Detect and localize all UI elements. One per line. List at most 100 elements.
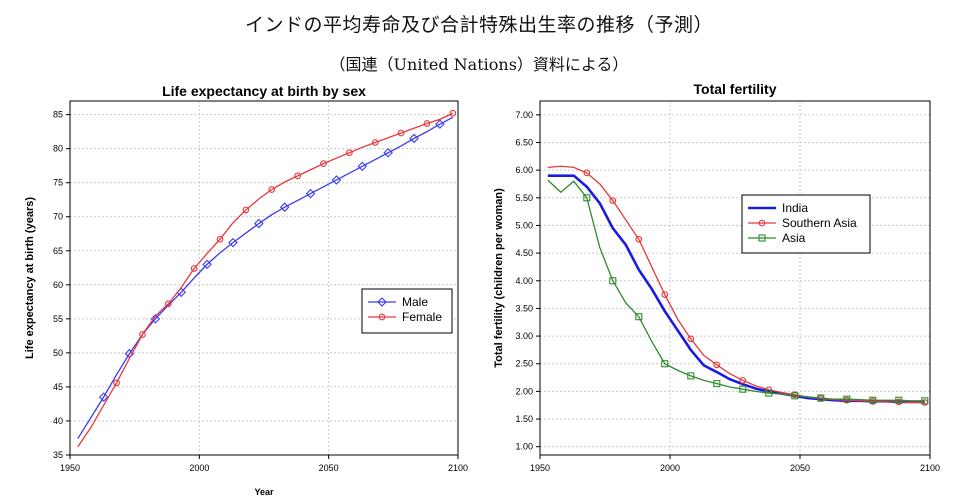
data-point-female: [371, 139, 379, 146]
legend-marker-southern-asia: [758, 219, 766, 227]
legend-label-male: Male: [402, 295, 428, 309]
y-tick-label: 50: [53, 348, 63, 358]
data-point-asia: [635, 313, 643, 321]
y-tick-label: 5.50: [515, 193, 533, 203]
data-point-male: [435, 119, 445, 129]
x-tick-label: 2050: [319, 463, 339, 473]
data-point-male: [254, 218, 264, 229]
y-tick-label: 85: [53, 110, 63, 120]
data-point-female: [190, 265, 198, 272]
data-point-female: [346, 149, 353, 157]
data-point-asia: [869, 396, 877, 404]
data-point-southern-asia: [583, 169, 591, 177]
legend-box: [741, 194, 871, 254]
data-point-asia: [583, 194, 591, 202]
series-line-southern-asia: [547, 165, 925, 404]
legend-label-asia: Asia: [782, 231, 806, 245]
series-female: [77, 109, 457, 448]
data-point-southern-asia: [739, 376, 747, 384]
legend-box: [361, 288, 453, 334]
y-tick-label: 1.50: [515, 414, 533, 424]
y-tick-label: 4.50: [515, 248, 533, 258]
y-tick-label: 5.00: [515, 220, 533, 230]
series-asia: [547, 179, 929, 405]
data-point-asia: [921, 397, 929, 405]
series-line-female: [77, 112, 454, 448]
legend-label-southern-asia: Southern Asia: [782, 216, 857, 230]
data-point-asia: [609, 277, 617, 285]
legend-marker-male: [377, 297, 387, 307]
chart-title: Total fertility: [694, 81, 777, 97]
page-title: インドの平均寿命及び合計特殊出生率の推移（予測）: [244, 14, 713, 36]
legend-label-india: India: [782, 201, 808, 215]
data-point-female: [423, 120, 431, 127]
y-tick-label: 55: [53, 314, 63, 324]
data-point-male: [228, 237, 238, 248]
y-tick-label: 6.50: [515, 137, 533, 147]
data-point-southern-asia: [635, 235, 643, 243]
series-male: [77, 116, 454, 440]
data-point-southern-asia: [661, 291, 669, 298]
data-point-male: [305, 188, 316, 199]
chart-title: Life expectancy at birth by sex: [162, 83, 366, 99]
data-point-male: [279, 202, 290, 212]
data-point-asia: [843, 395, 851, 403]
y-tick-label: 80: [53, 144, 63, 154]
y-axis-label: Total fertility (children per woman): [493, 188, 505, 368]
data-point-female: [139, 331, 146, 338]
data-point-asia: [895, 396, 903, 404]
y-tick-label: 2.50: [515, 359, 533, 369]
series-southern-asia: [547, 165, 929, 406]
y-tick-label: 1.00: [515, 442, 533, 452]
data-point-southern-asia: [687, 335, 695, 343]
data-point-female: [268, 186, 276, 193]
data-point-male: [331, 175, 342, 185]
y-axis-label: Life expectancy at birth (years): [24, 197, 36, 359]
data-point-asia: [687, 372, 695, 380]
y-tick-label: 60: [53, 280, 63, 290]
data-point-male: [409, 133, 419, 144]
data-point-southern-asia: [895, 398, 903, 406]
series-line-asia: [547, 179, 925, 402]
data-point-male: [124, 348, 135, 359]
x-axis-label: Year: [254, 487, 274, 497]
x-tick-label: 2050: [790, 463, 810, 473]
y-tick-label: 35: [53, 450, 63, 460]
data-point-female: [113, 379, 120, 387]
plot-frame: [539, 100, 931, 456]
y-tick-label: 45: [53, 382, 63, 392]
series-india: [547, 174, 925, 404]
x-tick-label: 2000: [660, 463, 680, 473]
x-tick-label: 2100: [448, 463, 468, 473]
data-point-southern-asia: [921, 399, 929, 406]
data-point-southern-asia: [713, 361, 721, 369]
data-point-female: [216, 235, 224, 243]
y-tick-label: 4.00: [515, 276, 533, 286]
data-point-female: [449, 109, 457, 117]
y-tick-label: 40: [53, 416, 63, 426]
x-tick-label: 2100: [920, 463, 940, 473]
y-tick-label: 3.00: [515, 331, 533, 341]
grid: [69, 101, 459, 456]
data-point-male: [202, 259, 212, 270]
page-subtitle: （国連（United Nations）資料による）: [329, 55, 629, 74]
grid: [539, 101, 931, 455]
data-point-male: [150, 314, 161, 324]
x-tick-label: 1950: [60, 463, 80, 473]
data-point-southern-asia: [869, 397, 877, 405]
data-point-southern-asia: [765, 386, 773, 394]
data-point-female: [164, 300, 172, 308]
data-point-female: [397, 129, 405, 137]
x-tick-label: 1950: [530, 463, 550, 473]
data-point-male: [357, 161, 368, 172]
y-tick-label: 3.50: [515, 303, 533, 313]
data-point-asia: [791, 392, 799, 400]
y-tick-label: 70: [53, 212, 63, 222]
legend-marker-female: [378, 313, 386, 321]
data-point-female: [294, 172, 301, 180]
y-tick-label: 6.00: [515, 165, 533, 175]
